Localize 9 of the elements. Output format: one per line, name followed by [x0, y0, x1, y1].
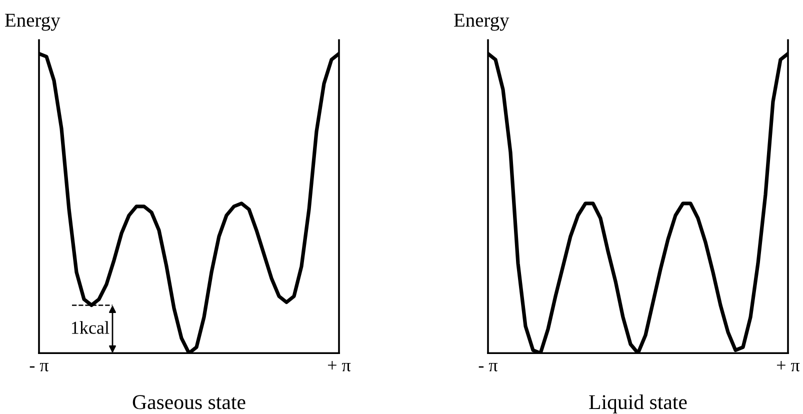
x-axis-title: Gaseous state: [132, 395, 246, 410]
x-tick-label: - π: [30, 362, 49, 372]
x-tick-label: - π: [478, 362, 498, 372]
y-axis-title: Energy: [5, 14, 60, 31]
annotation: 1kcal: [72, 321, 110, 334]
y-axis-title: Energy: [454, 14, 510, 31]
x-tick-label: + π: [776, 361, 800, 372]
x-axis-title: Liquid state: [589, 394, 687, 414]
x-tick-label: + π: [328, 361, 351, 372]
